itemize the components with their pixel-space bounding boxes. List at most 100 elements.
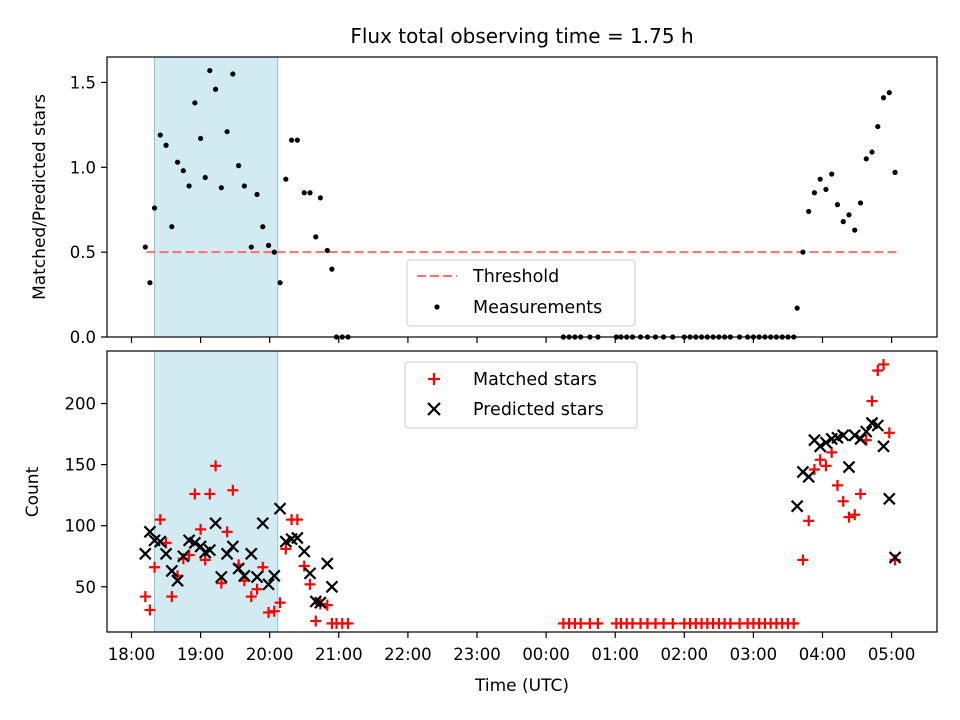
matched-star-point bbox=[855, 488, 867, 500]
top-legend-box bbox=[406, 259, 636, 327]
legend-matched-swatch bbox=[428, 373, 440, 385]
measurement-point bbox=[834, 202, 841, 208]
x-tick-label: 04:00 bbox=[799, 645, 847, 664]
matched-star-point bbox=[724, 617, 736, 629]
predicted-star-point bbox=[171, 574, 184, 587]
matched-star-point bbox=[658, 617, 670, 629]
matched-star-point bbox=[195, 523, 207, 535]
measurement-point bbox=[880, 95, 887, 101]
x-tick-label: 20:00 bbox=[246, 645, 294, 664]
x-axis-label: Time (UTC) bbox=[474, 676, 569, 696]
matched-star-point bbox=[245, 591, 257, 603]
predicted-star-point bbox=[268, 569, 281, 583]
y-tick-label: 1.0 bbox=[70, 158, 96, 177]
y-tick-label: 50 bbox=[75, 578, 96, 597]
legend-measurements-swatch bbox=[434, 304, 440, 310]
predicted-star-point bbox=[250, 570, 264, 584]
predicted-star-point bbox=[139, 547, 152, 561]
predicted-star-point bbox=[154, 535, 167, 548]
predicted-star-point bbox=[244, 547, 258, 561]
matched-star-point bbox=[843, 511, 855, 523]
predicted-star-point bbox=[802, 470, 815, 484]
y-tick-label: 100 bbox=[65, 517, 97, 536]
y-tick-label: 1.5 bbox=[70, 73, 96, 92]
x-tick-label: 21:00 bbox=[315, 645, 363, 664]
predicted-star-point bbox=[883, 492, 896, 506]
x-tick-label: 18:00 bbox=[108, 645, 156, 664]
matched-star-point bbox=[280, 543, 292, 555]
matched-star-point bbox=[166, 591, 178, 603]
predicted-star-point bbox=[215, 570, 228, 584]
measurement-point bbox=[248, 244, 254, 250]
measurement-point bbox=[811, 190, 818, 196]
matched-star-point bbox=[154, 514, 166, 526]
matched-star-point bbox=[144, 604, 156, 616]
matched-star-point bbox=[883, 427, 895, 439]
matched-star-point bbox=[837, 495, 849, 507]
x-tick-label: 19:00 bbox=[177, 645, 225, 664]
measurement-point bbox=[202, 174, 208, 181]
predicted-star-point bbox=[877, 440, 890, 453]
bottom-panel: 50 100 150 200 18:00 19:00 20:00 21:00 22:00 23:… bbox=[23, 350, 938, 696]
measurement-point bbox=[283, 176, 289, 182]
matched-star-point bbox=[149, 561, 161, 573]
y-tick-label: 200 bbox=[65, 395, 97, 414]
predicted-star-point bbox=[813, 440, 827, 453]
measurement-point bbox=[142, 244, 148, 250]
matched-star-point bbox=[814, 454, 826, 466]
predicted-star-point bbox=[848, 429, 862, 442]
predicted-star-point bbox=[220, 547, 234, 561]
measurement-point bbox=[869, 149, 875, 155]
top-legend: Threshold Measurements bbox=[406, 259, 636, 327]
predicted-star-point bbox=[836, 429, 850, 442]
measurement-point bbox=[218, 185, 224, 191]
measurement-point bbox=[224, 129, 230, 135]
top-panel-highlight bbox=[154, 56, 279, 338]
legend-measurements-label: Measurements bbox=[473, 298, 602, 318]
measurement-point bbox=[307, 190, 313, 196]
predicted-star-point bbox=[256, 516, 270, 530]
y-tick-label: 0.0 bbox=[70, 328, 96, 347]
top-x-axis-ticks bbox=[130, 337, 893, 343]
predicted-star-point bbox=[209, 516, 222, 530]
measurement-point bbox=[147, 280, 153, 286]
x-tick-label: 02:00 bbox=[661, 645, 709, 664]
legend-predicted-swatch bbox=[427, 402, 441, 416]
measurement-point bbox=[230, 71, 236, 77]
matched-star-point bbox=[227, 484, 239, 496]
matched-star-point bbox=[849, 509, 861, 521]
measurement-point bbox=[817, 176, 823, 182]
predicted-star-point bbox=[854, 432, 867, 446]
predicted-star-point bbox=[165, 564, 179, 578]
matched-star-point bbox=[204, 488, 216, 500]
bottom-x-axis-ticks: 18:00 19:00 20:00 21:00 22:00 23:00 00:00 01:00… bbox=[108, 632, 915, 664]
predicted-star-point bbox=[842, 460, 856, 474]
bottom-y-axis-ticks: 50 100 150 200 bbox=[65, 395, 107, 597]
measurement-point bbox=[846, 212, 852, 218]
matched-star-point bbox=[797, 554, 809, 566]
x-tick-label: 03:00 bbox=[730, 645, 778, 664]
x-tick-label: 22:00 bbox=[384, 645, 432, 664]
bottom-legend-box bbox=[404, 361, 638, 429]
measurement-point bbox=[313, 234, 319, 240]
predicted-star-point bbox=[143, 525, 157, 539]
y-tick-label: 150 bbox=[65, 456, 97, 475]
predicted-star-point bbox=[819, 436, 833, 449]
measurement-point bbox=[169, 224, 175, 230]
top-panel: 0.0 0.5 1.0 1.5 Matched/Predicted stars Thr… bbox=[30, 56, 938, 347]
measurement-point bbox=[794, 305, 800, 311]
matched-star-point bbox=[257, 561, 269, 573]
predicted-star-point bbox=[325, 580, 339, 594]
matched-star-point bbox=[788, 617, 800, 629]
predicted-star-point bbox=[291, 531, 304, 545]
measurement-point bbox=[301, 190, 307, 196]
predicted-star-point bbox=[159, 547, 173, 561]
measurement-point bbox=[241, 183, 247, 189]
predicted-star-point bbox=[871, 419, 885, 432]
matched-star-point bbox=[820, 460, 832, 472]
measurement-point bbox=[265, 242, 272, 248]
measurement-point bbox=[186, 183, 192, 189]
chart-title: Flux total observing time = 1.75 h bbox=[350, 24, 693, 48]
measurement-point bbox=[892, 169, 898, 175]
